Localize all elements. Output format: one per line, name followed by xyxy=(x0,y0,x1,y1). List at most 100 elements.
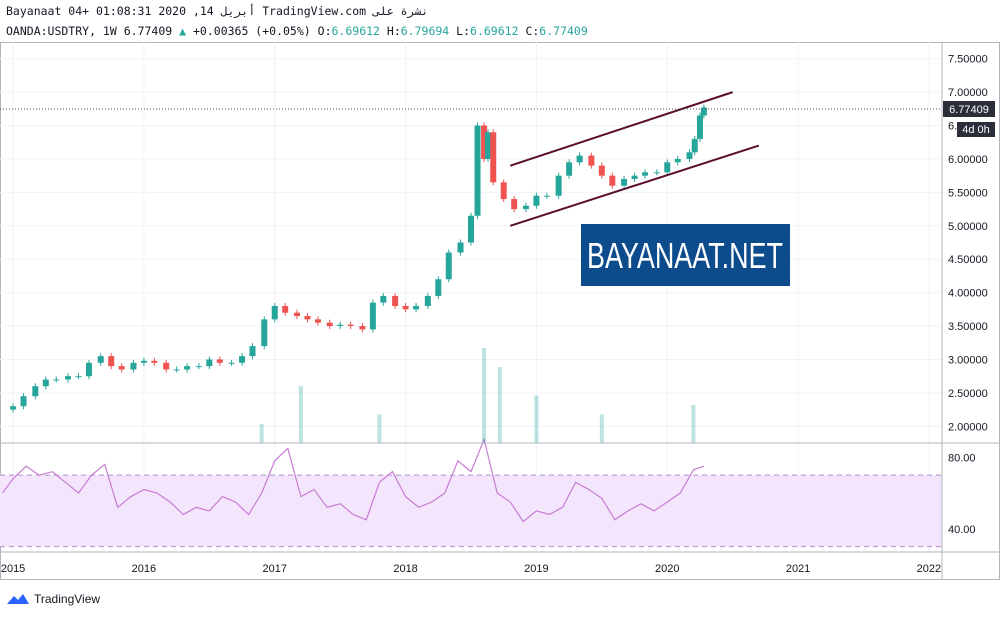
last-price-value: 6.77409 xyxy=(949,104,989,116)
candle xyxy=(75,376,82,378)
low-value: 6.69612 xyxy=(470,24,519,38)
tradingview-logo-icon xyxy=(7,594,29,604)
time-tick-label: 2019 xyxy=(524,563,548,575)
candle xyxy=(65,376,72,380)
candle xyxy=(369,302,376,330)
close-value: 6.77409 xyxy=(539,24,588,38)
candle xyxy=(402,305,409,310)
candle xyxy=(653,172,660,174)
candle xyxy=(700,107,707,116)
candle xyxy=(457,242,464,253)
candle xyxy=(173,369,180,371)
volume-bar xyxy=(599,414,604,443)
time-tick-label: 2017 xyxy=(263,563,287,575)
candle xyxy=(271,305,278,320)
candle xyxy=(413,305,420,310)
candle xyxy=(598,165,605,176)
time-tick-label: 2020 xyxy=(655,563,679,575)
candle xyxy=(533,195,540,206)
last-price-tag: 6.77409 4d 0h xyxy=(943,101,995,137)
watermark: BAYANAAT.NET xyxy=(581,224,790,286)
volume-bar xyxy=(691,405,696,443)
candle xyxy=(206,359,213,367)
rsi-band xyxy=(0,475,942,547)
candle xyxy=(474,125,481,216)
grid xyxy=(0,42,942,552)
candle xyxy=(108,356,115,367)
symbol-name[interactable]: OANDA:USDTRY, 1W xyxy=(6,24,117,38)
candle xyxy=(543,195,550,197)
price-tick-label: 2.00000 xyxy=(948,421,988,433)
time-tick-label: 2021 xyxy=(786,563,810,575)
publication-info: Bayanaat 04+ 01:08:31 2020 ,14 أبريل Tra… xyxy=(6,4,428,18)
open-value: 6.69612 xyxy=(331,24,380,38)
volume-bars xyxy=(259,348,696,443)
candle xyxy=(140,360,147,363)
close-label: C: xyxy=(525,24,540,38)
candle xyxy=(337,324,344,327)
candle xyxy=(249,346,256,357)
price-tick-label: 4.50000 xyxy=(948,254,988,266)
rsi-pane xyxy=(0,437,942,548)
candle xyxy=(522,205,529,210)
candle xyxy=(686,152,693,159)
candle xyxy=(228,362,235,364)
candle xyxy=(326,322,333,327)
candle xyxy=(691,138,698,153)
candle xyxy=(195,366,202,368)
candle xyxy=(674,158,681,163)
candle xyxy=(216,359,223,363)
candle xyxy=(609,175,616,186)
candle xyxy=(631,175,638,180)
tradingview-footer[interactable]: TradingView xyxy=(6,592,100,606)
candle xyxy=(261,319,268,347)
candle xyxy=(500,182,507,200)
candle xyxy=(293,312,300,317)
candle xyxy=(163,362,170,370)
candle xyxy=(20,396,27,407)
volume-bar xyxy=(482,348,487,443)
candle xyxy=(566,162,573,176)
candle xyxy=(32,386,39,397)
price-candles[interactable] xyxy=(10,104,707,413)
candle xyxy=(347,324,354,327)
candle xyxy=(10,406,17,410)
candle xyxy=(130,362,137,370)
price-tick-label: 3.00000 xyxy=(948,354,988,366)
candle xyxy=(468,215,474,243)
rsi-tick-label: 40.00 xyxy=(948,524,976,536)
candle xyxy=(424,295,431,306)
candle xyxy=(555,175,562,196)
price-tick-label: 5.00000 xyxy=(948,221,988,233)
price-tick-label: 6.00000 xyxy=(948,154,988,166)
price-tick-label: 5.50000 xyxy=(948,187,988,199)
bar-countdown: 4d 0h xyxy=(962,124,990,136)
volume-bar xyxy=(259,424,264,443)
channel-lines[interactable] xyxy=(509,91,760,227)
symbol-legend[interactable]: OANDA:USDTRY, 1W 6.77409 ▲ +0.00365 (+0.… xyxy=(6,24,588,38)
tradingview-brand[interactable]: TradingView xyxy=(34,592,101,606)
time-tick-label: 2015 xyxy=(1,563,25,575)
volume-bar xyxy=(377,414,382,443)
volume-bar xyxy=(298,386,303,443)
candle xyxy=(621,179,628,186)
candle xyxy=(392,295,399,306)
rsi-tick-label: 80.00 xyxy=(948,452,976,464)
candle xyxy=(481,125,488,159)
publication-text: Bayanaat 04+ 01:08:31 2020 ,14 أبريل Tra… xyxy=(6,4,429,18)
candle xyxy=(435,279,442,296)
candle xyxy=(42,379,49,387)
candle xyxy=(85,362,92,377)
candle xyxy=(282,305,289,313)
volume-bar xyxy=(534,395,539,443)
candle xyxy=(380,295,387,303)
last-value: 6.77409 xyxy=(123,24,173,38)
rsi-line xyxy=(2,437,705,523)
watermark-text: BAYANAAT.NET xyxy=(587,235,783,276)
candle xyxy=(118,366,125,370)
change-value: +0.00365 (+0.05%) xyxy=(193,24,311,38)
candle xyxy=(664,162,671,173)
high-label: H: xyxy=(386,24,401,38)
open-label: O: xyxy=(317,24,332,38)
